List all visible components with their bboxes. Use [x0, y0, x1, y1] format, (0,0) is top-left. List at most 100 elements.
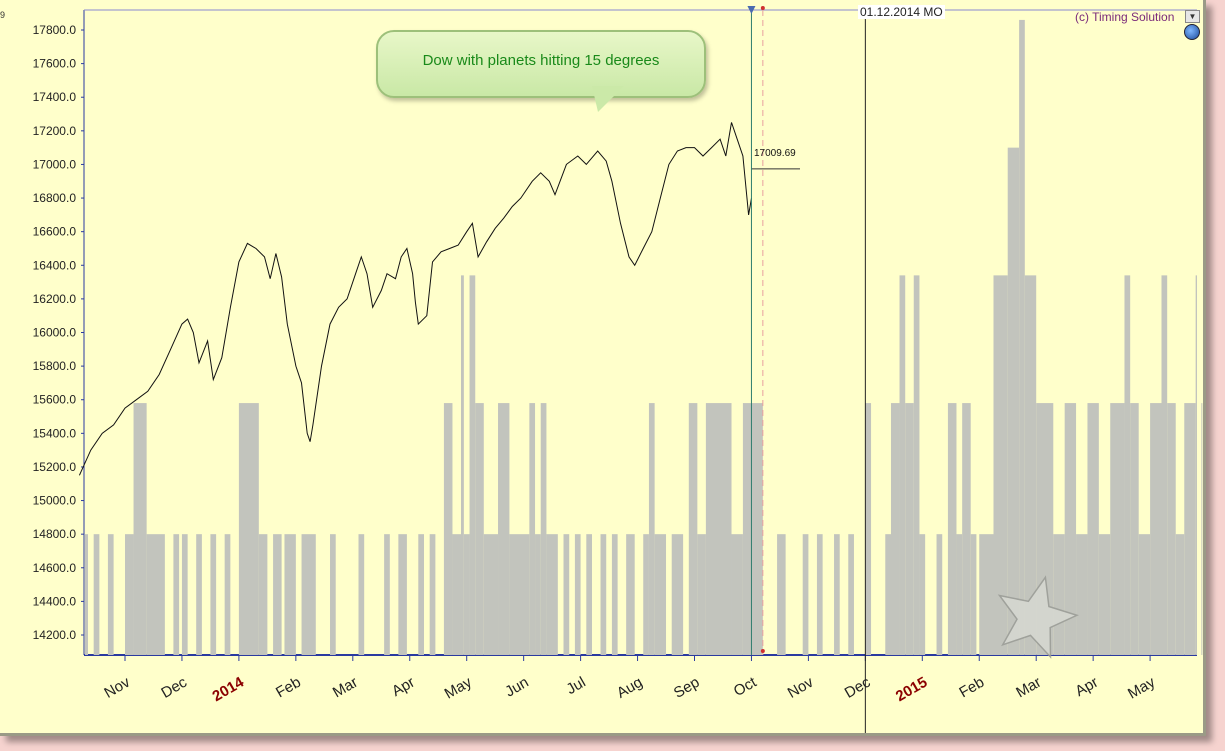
y-tick-label: 15000.0 [33, 494, 77, 508]
indicator-bar [1161, 275, 1168, 655]
indicator-bar [586, 534, 592, 655]
indicator-bar [284, 534, 296, 655]
x-tick-label: Feb [273, 674, 304, 702]
y-tick-label: 16800.0 [33, 191, 77, 205]
indicator-bar [107, 534, 114, 655]
x-tick-label: Apr [389, 674, 418, 700]
indicator-bar [1150, 403, 1162, 655]
indicator-bar [224, 534, 231, 655]
indicator-bar [979, 534, 994, 655]
indicator-bar [133, 403, 147, 655]
indicator-bar [429, 534, 436, 655]
indicator-bar [93, 534, 100, 655]
indicator-bar [890, 403, 900, 655]
indicator-bar [574, 534, 581, 655]
forecast-start-dot [760, 6, 765, 10]
indicator-bar [802, 534, 809, 655]
globe-icon[interactable] [1184, 24, 1200, 40]
chart-window: 17800.0 17600.0 17400.0 17200.0 17000.0 16800… [0, 0, 1206, 736]
indicator-bar [1167, 403, 1176, 655]
last-bar-marker-icon[interactable] [747, 6, 756, 14]
y-tick-label: 14400.0 [33, 594, 77, 608]
indicator-bar [993, 275, 1008, 655]
indicator-bar [705, 403, 732, 655]
cursor-date-label: 01.12.2014 MO [858, 5, 945, 19]
indicator-bar [1124, 275, 1131, 655]
indicator-bar [540, 403, 547, 655]
indicator-bar [146, 534, 165, 655]
x-tick-label: Sep [671, 674, 703, 702]
indicator-bar [301, 534, 316, 655]
x-tick-label: Nov [785, 673, 817, 701]
y-tick-label: 15600.0 [33, 393, 77, 407]
x-tick-label: Jun [502, 674, 531, 701]
scroll-down-icon[interactable]: ▼ [1185, 10, 1200, 23]
copyright-label: (c) Timing Solution [1075, 10, 1175, 24]
indicator-bar [905, 403, 914, 655]
y-tick-label: 15200.0 [33, 460, 77, 474]
indicator-bar [970, 534, 977, 655]
indicator-bar [962, 403, 971, 655]
indicator-bar [483, 534, 499, 655]
indicator-bar [1098, 534, 1111, 655]
x-tick-label: May [1125, 673, 1158, 702]
indicator-bar [463, 534, 470, 655]
indicator-bar [611, 534, 618, 655]
indicator-bar [834, 534, 840, 655]
price-line [78, 122, 752, 476]
indicator-bar [1076, 534, 1088, 655]
indicator-bar [181, 534, 188, 655]
indicator-bar [648, 403, 655, 655]
y-tick-label: 16200.0 [33, 292, 77, 306]
x-tick-label: Mar [330, 674, 361, 702]
y-tick-label: 14800.0 [33, 527, 77, 541]
indicator-bar [498, 403, 510, 655]
x-tick-label: 2014 [209, 673, 247, 705]
indicator-bar [469, 275, 476, 655]
indicator-bar [1184, 403, 1196, 655]
indicator-bar [1175, 534, 1185, 655]
indicator-bar [1110, 403, 1125, 655]
indicator-bar [936, 534, 943, 655]
chart-canvas[interactable]: 17800.0 17600.0 17400.0 17200.0 17000.0 16800… [0, 0, 1203, 733]
indicator-bar [210, 534, 217, 655]
x-tick-label: Dec [158, 673, 190, 701]
indicator-bar [546, 534, 558, 655]
indicator-bar [899, 275, 906, 655]
x-tick-label: Feb [956, 674, 987, 702]
y-tick-label: 17600.0 [33, 57, 77, 71]
x-tick-label: Aug [614, 674, 646, 702]
indicator-bar [238, 403, 259, 655]
indicator-bar [452, 534, 462, 655]
indicator-bar [398, 534, 407, 655]
indicator-bar [848, 534, 854, 655]
y-tick-label: 15400.0 [33, 426, 77, 440]
x-tick-label: Nov [101, 673, 133, 701]
x-tick-label: 2015 [893, 674, 930, 705]
indicator-bar [654, 534, 667, 655]
indicator-bar [358, 534, 365, 655]
y-tick-label: 16600.0 [33, 225, 77, 239]
x-tick-label: May [442, 673, 475, 702]
indicator-bar [1064, 403, 1077, 655]
y-tick-label: 15800.0 [33, 359, 77, 373]
indicator-bar [947, 403, 957, 655]
y-tick-label: 14200.0 [33, 628, 77, 642]
y-tick-label: 17000.0 [33, 157, 77, 171]
indicator-bar [563, 534, 570, 655]
annotation-callout-tail [592, 86, 624, 112]
indicator-bar [1024, 275, 1037, 655]
indicator-bar [1053, 534, 1065, 655]
y-tick-label: 14600.0 [33, 561, 77, 575]
indicator-bar [384, 534, 390, 655]
indicator-bar [173, 534, 180, 655]
indicator-bar [509, 534, 530, 655]
x-tick-label: Dec [842, 673, 874, 701]
indicator-bar [643, 534, 649, 655]
indicator-bar [475, 403, 484, 655]
top-left-fragment: 9 [0, 10, 6, 20]
annotation-callout[interactable]: Dow with planets hitting 15 degrees [376, 30, 706, 98]
indicator-bar [885, 534, 891, 655]
indicator-bar [816, 534, 823, 655]
x-tick-label: Jul [563, 674, 588, 698]
